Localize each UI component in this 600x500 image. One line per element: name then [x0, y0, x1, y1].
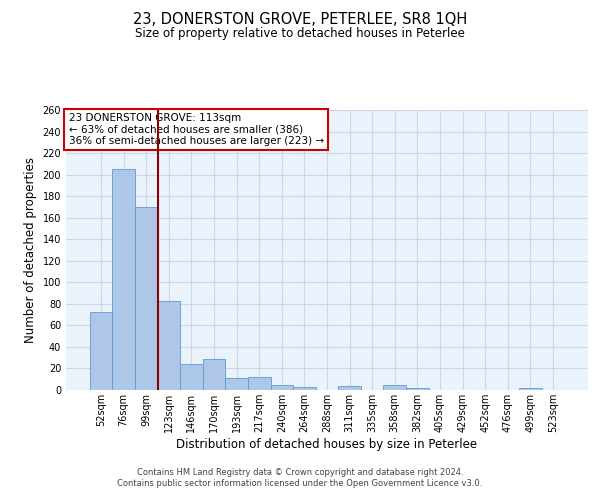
- Bar: [226, 378, 248, 390]
- Bar: [406, 388, 428, 390]
- Text: 23, DONERSTON GROVE, PETERLEE, SR8 1QH: 23, DONERSTON GROVE, PETERLEE, SR8 1QH: [133, 12, 467, 28]
- Bar: [383, 384, 406, 390]
- Bar: [338, 386, 361, 390]
- Bar: [135, 207, 158, 390]
- Text: 23 DONERSTON GROVE: 113sqm
← 63% of detached houses are smaller (386)
36% of sem: 23 DONERSTON GROVE: 113sqm ← 63% of deta…: [68, 113, 324, 146]
- Bar: [180, 364, 203, 390]
- Bar: [519, 388, 542, 390]
- Bar: [271, 384, 293, 390]
- Bar: [112, 169, 135, 390]
- Bar: [158, 300, 180, 390]
- Bar: [248, 377, 271, 390]
- Bar: [203, 359, 226, 390]
- X-axis label: Distribution of detached houses by size in Peterlee: Distribution of detached houses by size …: [176, 438, 478, 450]
- Text: Size of property relative to detached houses in Peterlee: Size of property relative to detached ho…: [135, 28, 465, 40]
- Y-axis label: Number of detached properties: Number of detached properties: [24, 157, 37, 343]
- Text: Contains HM Land Registry data © Crown copyright and database right 2024.
Contai: Contains HM Land Registry data © Crown c…: [118, 468, 482, 487]
- Bar: [293, 387, 316, 390]
- Bar: [90, 312, 112, 390]
